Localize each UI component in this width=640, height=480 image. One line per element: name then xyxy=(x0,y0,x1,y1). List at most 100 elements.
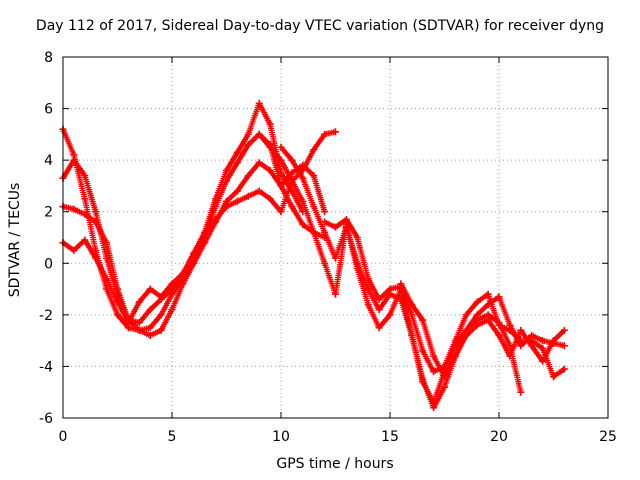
data-point xyxy=(550,337,557,345)
data-point xyxy=(364,301,372,309)
data-point xyxy=(419,316,427,324)
data-point xyxy=(495,321,503,329)
data-point xyxy=(473,321,481,329)
data-point xyxy=(233,187,241,195)
data-point xyxy=(419,378,427,386)
data-point xyxy=(310,203,318,211)
data-point xyxy=(484,290,492,298)
data-point xyxy=(114,285,121,293)
data-point xyxy=(441,373,448,381)
y-tick-label: 2 xyxy=(44,205,53,221)
grid-lines xyxy=(63,57,608,418)
data-point xyxy=(157,311,165,319)
data-point xyxy=(332,254,339,262)
data-point xyxy=(135,326,143,334)
x-tick-label: 10 xyxy=(272,429,290,445)
data-point xyxy=(560,365,568,373)
data-point xyxy=(419,347,427,355)
data-point xyxy=(223,203,230,211)
y-tick-label: -6 xyxy=(39,411,53,427)
y-tick-label: 4 xyxy=(44,153,53,169)
data-point xyxy=(310,172,318,180)
data-point xyxy=(299,174,307,182)
data-point xyxy=(288,177,296,185)
data-point xyxy=(321,259,329,267)
data-point xyxy=(223,166,230,174)
data-point xyxy=(277,156,285,164)
data-point xyxy=(299,197,307,205)
y-tick-label: 6 xyxy=(44,102,53,118)
data-point xyxy=(408,331,416,339)
data-point xyxy=(277,182,285,190)
data-point xyxy=(408,311,416,319)
data-point xyxy=(277,208,285,216)
data-point xyxy=(299,221,307,229)
data-point xyxy=(255,130,263,138)
data-point xyxy=(81,172,89,180)
data-point xyxy=(462,311,470,319)
data-point xyxy=(310,146,318,154)
data-point xyxy=(103,275,111,283)
data-point xyxy=(332,128,339,136)
data-point xyxy=(244,192,252,200)
data-point xyxy=(146,324,154,332)
data-point xyxy=(375,295,383,303)
series-track-g xyxy=(321,215,568,381)
data-point xyxy=(430,352,438,360)
data-point xyxy=(201,228,209,236)
data-point xyxy=(321,218,329,226)
data-point xyxy=(539,357,547,365)
y-tick-label: 0 xyxy=(44,256,53,272)
data-point xyxy=(135,298,143,306)
data-point xyxy=(397,280,405,288)
data-point xyxy=(146,331,154,339)
data-point xyxy=(332,223,339,231)
series-track-d xyxy=(59,128,339,327)
data-point xyxy=(103,239,111,247)
data-point xyxy=(190,249,198,257)
data-point xyxy=(223,177,230,185)
data-point xyxy=(212,215,220,223)
data-point xyxy=(451,352,459,360)
data-point xyxy=(430,399,438,407)
data-point xyxy=(560,326,568,334)
x-tick-label: 25 xyxy=(599,429,617,445)
data-point xyxy=(495,293,503,301)
data-point xyxy=(375,324,383,332)
x-tick-label: 15 xyxy=(381,429,399,445)
data-point xyxy=(266,195,274,203)
data-point xyxy=(430,368,438,376)
data-point xyxy=(539,344,547,352)
data-point xyxy=(484,316,492,324)
y-axis-label: SDTVAR / TECUs xyxy=(7,182,23,298)
data-point xyxy=(168,280,176,288)
data-point xyxy=(157,293,165,301)
data-point xyxy=(441,362,448,370)
x-tick-label: 0 xyxy=(59,429,68,445)
data-point xyxy=(92,218,100,226)
data-point xyxy=(255,159,263,167)
data-point xyxy=(70,205,78,213)
x-tick-label: 5 xyxy=(168,429,177,445)
data-point xyxy=(233,148,241,156)
data-point xyxy=(495,331,503,339)
data-point xyxy=(103,285,111,293)
data-point xyxy=(266,166,274,174)
data-point xyxy=(375,306,383,314)
data-point xyxy=(201,239,209,247)
data-point xyxy=(190,259,198,267)
data-point xyxy=(266,143,274,151)
data-point xyxy=(266,120,274,128)
data-point xyxy=(244,141,252,149)
y-tick-label: -2 xyxy=(39,308,53,324)
data-point xyxy=(212,203,220,211)
data-point xyxy=(114,298,121,306)
data-point xyxy=(288,203,296,211)
data-point xyxy=(92,254,100,262)
data-point xyxy=(81,210,89,218)
data-point xyxy=(528,342,536,350)
data-point xyxy=(451,337,459,345)
data-point xyxy=(244,130,252,138)
data-point xyxy=(70,156,78,164)
